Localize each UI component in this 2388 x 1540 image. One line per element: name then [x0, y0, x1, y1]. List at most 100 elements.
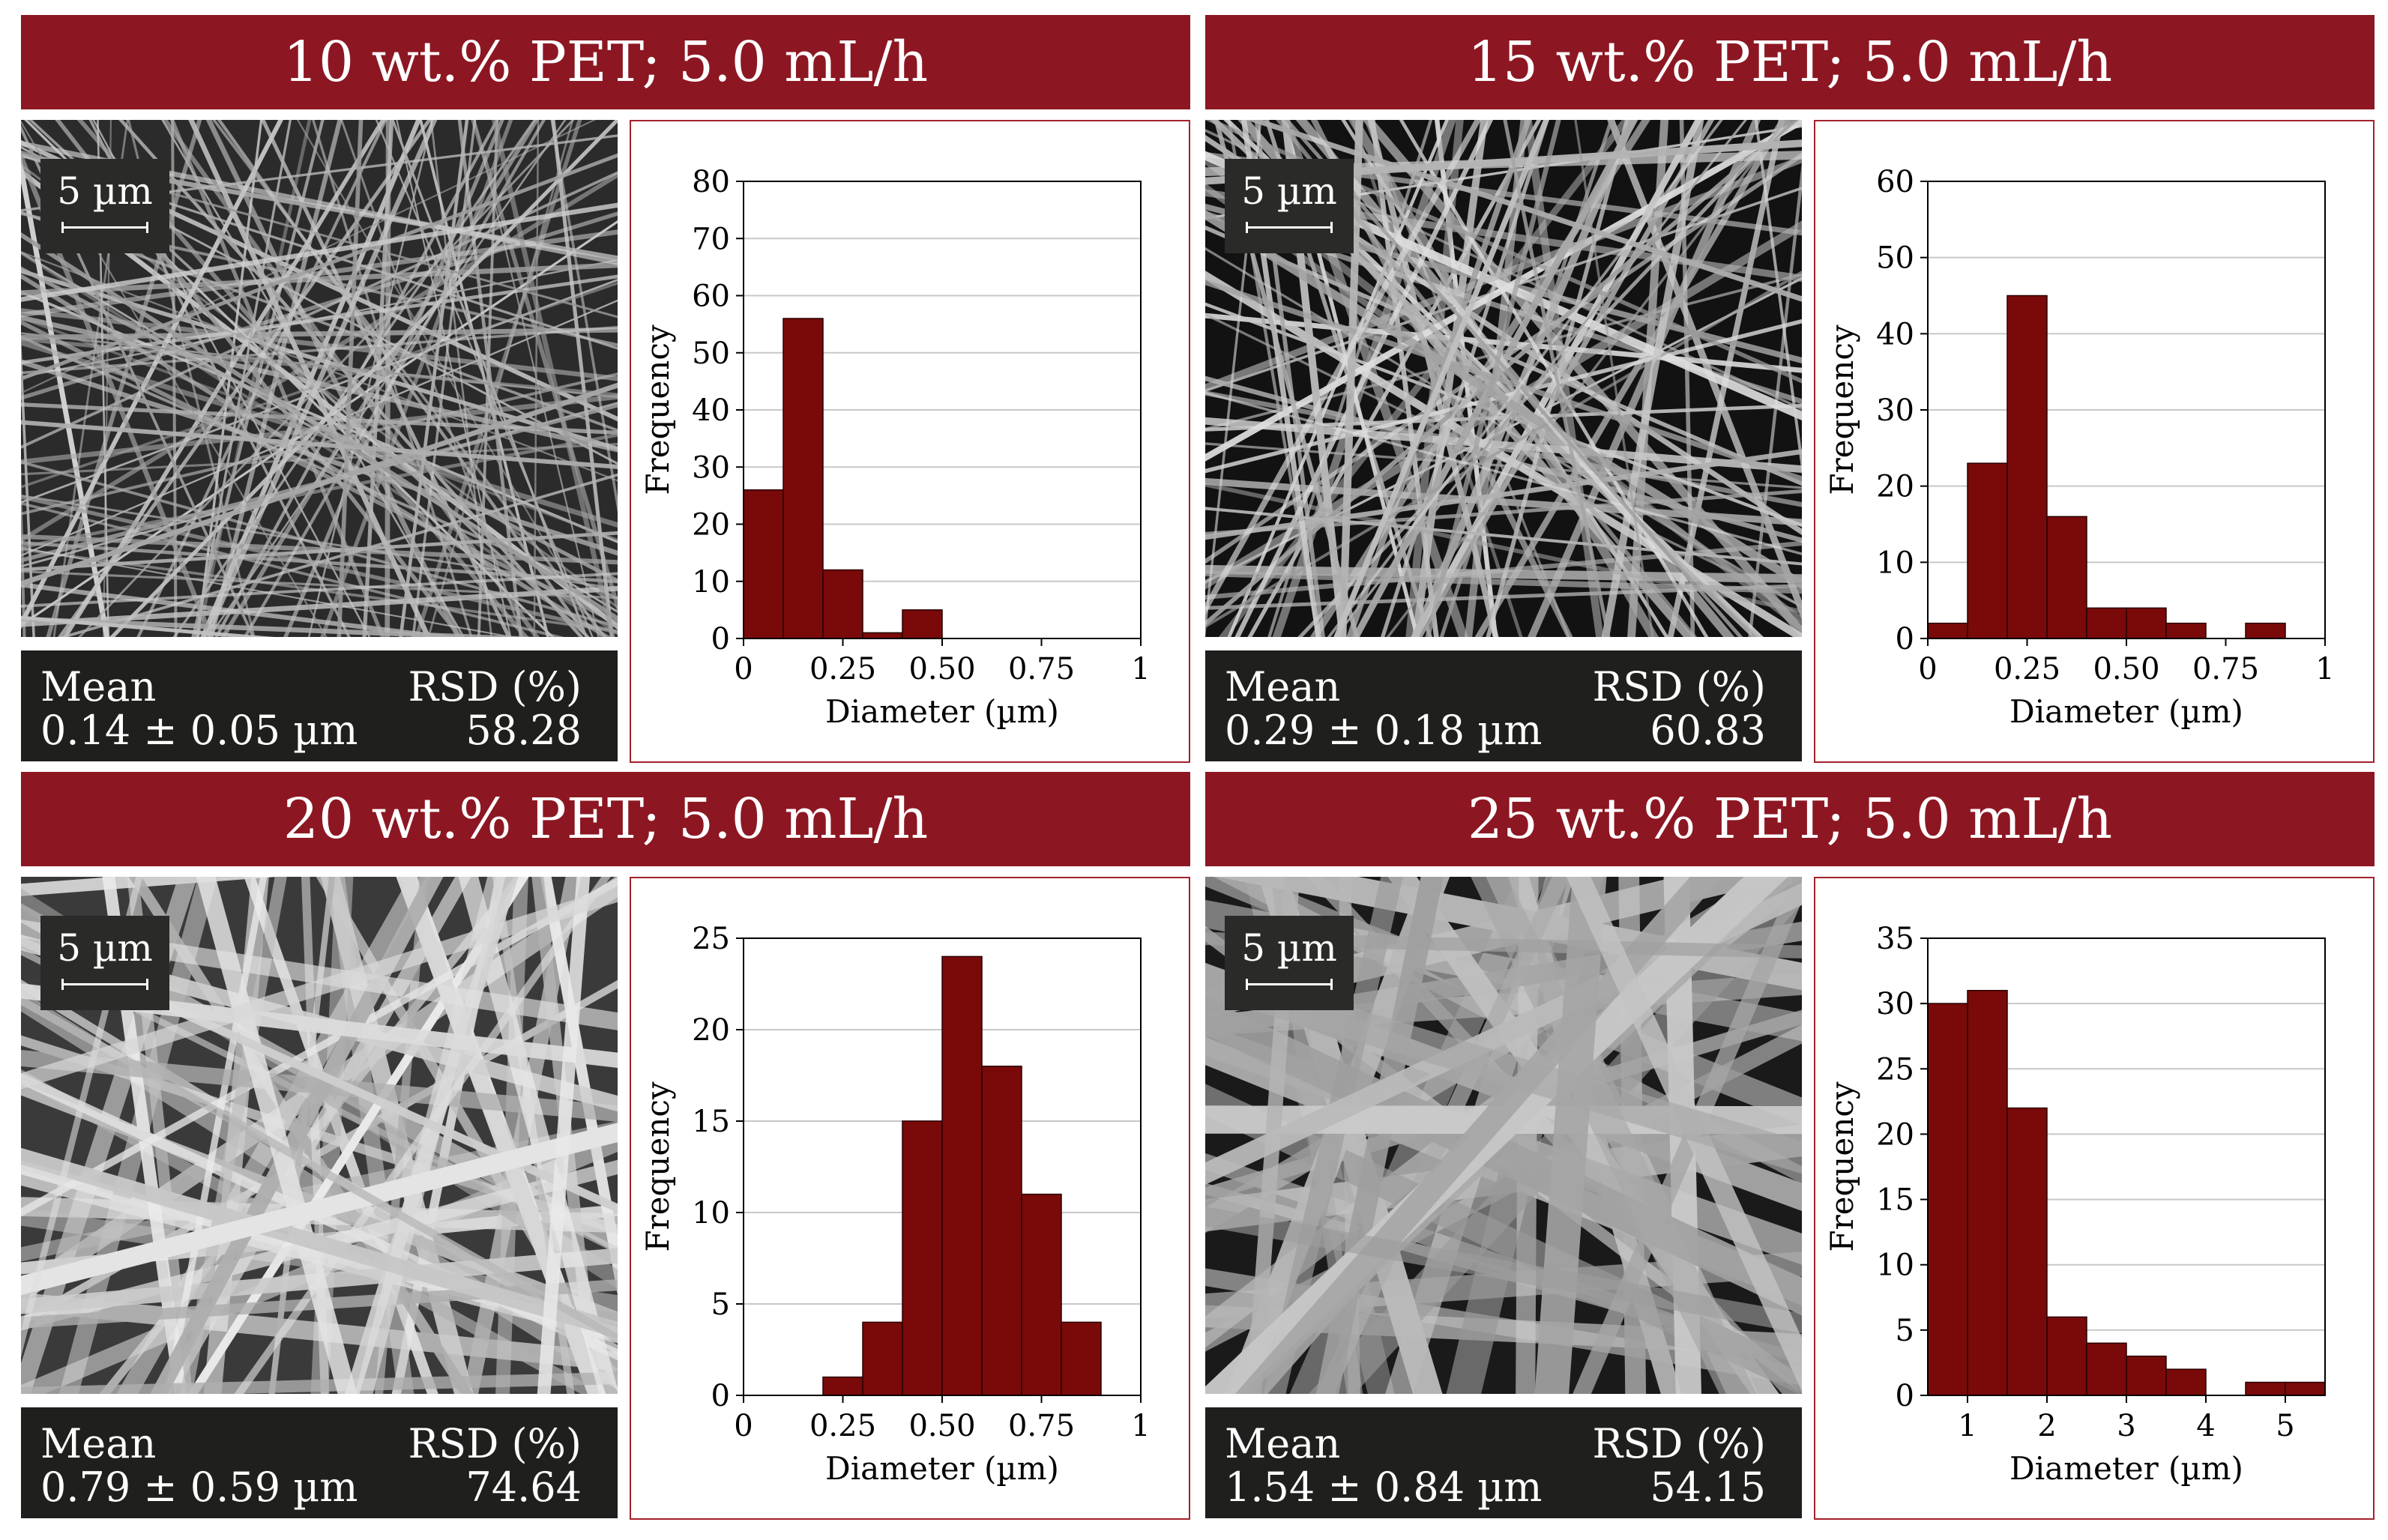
- histogram-bar: [981, 1066, 1022, 1396]
- histogram-bar: [1967, 989, 2008, 1396]
- x-tick-label: 0.50: [908, 1409, 975, 1443]
- fiber: [194, 120, 292, 637]
- sem-micrograph: 5 µm: [21, 120, 618, 637]
- y-tick-label: 0: [1896, 622, 1914, 656]
- histogram-bar: [902, 609, 943, 639]
- fiber: [21, 572, 618, 608]
- scale-bar: [61, 222, 148, 233]
- y-tick-label: 20: [692, 508, 730, 543]
- fiber: [1205, 270, 1802, 629]
- fiber: [21, 886, 618, 1090]
- histogram-bar: [941, 955, 983, 1396]
- histogram-bar: [862, 1321, 903, 1396]
- rsd-value: 58.28: [465, 707, 582, 754]
- fiber: [58, 473, 618, 637]
- histogram-bar: [2086, 607, 2127, 639]
- fiber: [307, 120, 433, 637]
- x-tick-label: 0.75: [1008, 1409, 1075, 1443]
- fiber-image: [1205, 120, 1802, 637]
- x-tick-label: 4: [2196, 1409, 2215, 1443]
- fiber: [1205, 507, 1802, 566]
- fiber: [385, 120, 391, 637]
- rsd-label: RSD (%): [408, 1420, 582, 1467]
- histogram-bar: [1927, 1003, 1968, 1396]
- scale-bar-box: 5 µm: [1225, 916, 1354, 1010]
- x-tick-label: 5: [2276, 1409, 2294, 1443]
- scale-bar: [1246, 222, 1333, 233]
- histogram-bar: [2046, 516, 2087, 639]
- y-tick-label: 30: [1876, 987, 1914, 1021]
- fiber: [1425, 120, 1561, 637]
- y-tick-label: 10: [1876, 546, 1914, 580]
- y-tick-label: 60: [692, 280, 730, 314]
- histogram-bar: [2165, 622, 2207, 639]
- fiber: [109, 120, 618, 637]
- fiber: [340, 120, 524, 637]
- x-tick-label: 0.25: [809, 1409, 876, 1443]
- y-axis-label: Frequency: [1824, 324, 1860, 495]
- rsd-value: 60.83: [1650, 707, 1766, 754]
- panel-title: 15 wt.% PET; 5.0 mL/h: [1205, 15, 2375, 109]
- y-tick-label: 10: [1876, 1248, 1914, 1283]
- fiber: [1205, 279, 1802, 482]
- y-tick-label: 15: [1876, 1183, 1914, 1218]
- histogram-bar: [2086, 1342, 2127, 1396]
- x-tick-label: 0.25: [1994, 652, 2060, 686]
- fiber: [234, 877, 611, 1394]
- histogram-bar: [743, 489, 784, 639]
- stats-box: Mean 0.14 ± 0.05 µm RSD (%) 58.28: [21, 650, 618, 761]
- fiber: [220, 120, 540, 637]
- fiber: [1234, 120, 1494, 637]
- fiber: [1386, 120, 1788, 637]
- y-tick-label: 40: [1876, 317, 1914, 351]
- fiber: [533, 120, 540, 637]
- x-tick-label: 1: [1958, 1409, 1977, 1443]
- scale-bar-box: 5 µm: [40, 916, 169, 1010]
- x-axis-label: Diameter (µm): [825, 1450, 1059, 1487]
- mean-label: Mean: [40, 1420, 157, 1467]
- y-tick-label: 20: [692, 1013, 730, 1048]
- histogram-bar: [2165, 1368, 2207, 1396]
- fiber: [1246, 120, 1802, 302]
- histogram-bar: [1061, 1321, 1102, 1396]
- y-tick-label: 30: [1876, 393, 1914, 428]
- fiber: [1205, 449, 1802, 540]
- y-tick-label: 0: [711, 1379, 730, 1413]
- fiber: [1405, 120, 1464, 637]
- histogram-chart: 0 10 20 30 40 50 60 0 0.25 0.50 0.75 1 Diameter (µm)…: [1824, 165, 2335, 730]
- histogram-bar: [2126, 1355, 2167, 1396]
- y-tick-label: 50: [1876, 241, 1914, 276]
- stats-box: Mean 0.29 ± 0.18 µm RSD (%) 60.83: [1205, 650, 1802, 761]
- fiber: [1205, 570, 1802, 594]
- fiber: [169, 120, 385, 637]
- fiber: [21, 615, 275, 637]
- x-tick-label: 1: [1131, 1409, 1150, 1443]
- fiber: [21, 402, 618, 435]
- fiber: [21, 420, 618, 469]
- fiber: [21, 251, 618, 482]
- fiber: [21, 274, 612, 637]
- x-tick-label: 0.75: [1008, 652, 1075, 686]
- fiber: [21, 229, 618, 318]
- fiber: [320, 120, 513, 637]
- rsd-value: 74.64: [465, 1464, 582, 1511]
- fiber: [1205, 482, 1802, 614]
- fiber-image: [21, 120, 618, 637]
- y-axis-label: Frequency: [639, 324, 676, 495]
- histogram-frame: 0 10 20 30 40 50 60 0 0.25 0.50 0.75 1 Diameter (µm)…: [1814, 120, 2375, 763]
- rsd-label: RSD (%): [1592, 663, 1766, 710]
- mean-label: Mean: [1225, 1420, 1341, 1467]
- fiber: [1205, 1207, 1802, 1334]
- y-tick-label: 5: [1896, 1314, 1914, 1348]
- fiber: [328, 877, 414, 1394]
- fiber: [21, 570, 618, 600]
- panel-15wt: 15 wt.% PET; 5.0 mL/h 5 µm Mean 0.29 ± 0…: [1205, 15, 2375, 764]
- sem-micrograph: 5 µm: [1205, 120, 1802, 637]
- x-tick-label: 0: [734, 1409, 753, 1443]
- sem-micrograph: 5 µm: [1205, 877, 1802, 1394]
- histogram-frame: 0 10 20 30 40 50 60 70 80 0 0.25 0.50 0.75 1 Diameter …: [630, 120, 1190, 763]
- fiber: [396, 877, 605, 1394]
- fiber: [1503, 120, 1611, 637]
- mean-value: 0.14 ± 0.05 µm: [40, 707, 358, 754]
- x-axis-label: Diameter (µm): [825, 693, 1059, 730]
